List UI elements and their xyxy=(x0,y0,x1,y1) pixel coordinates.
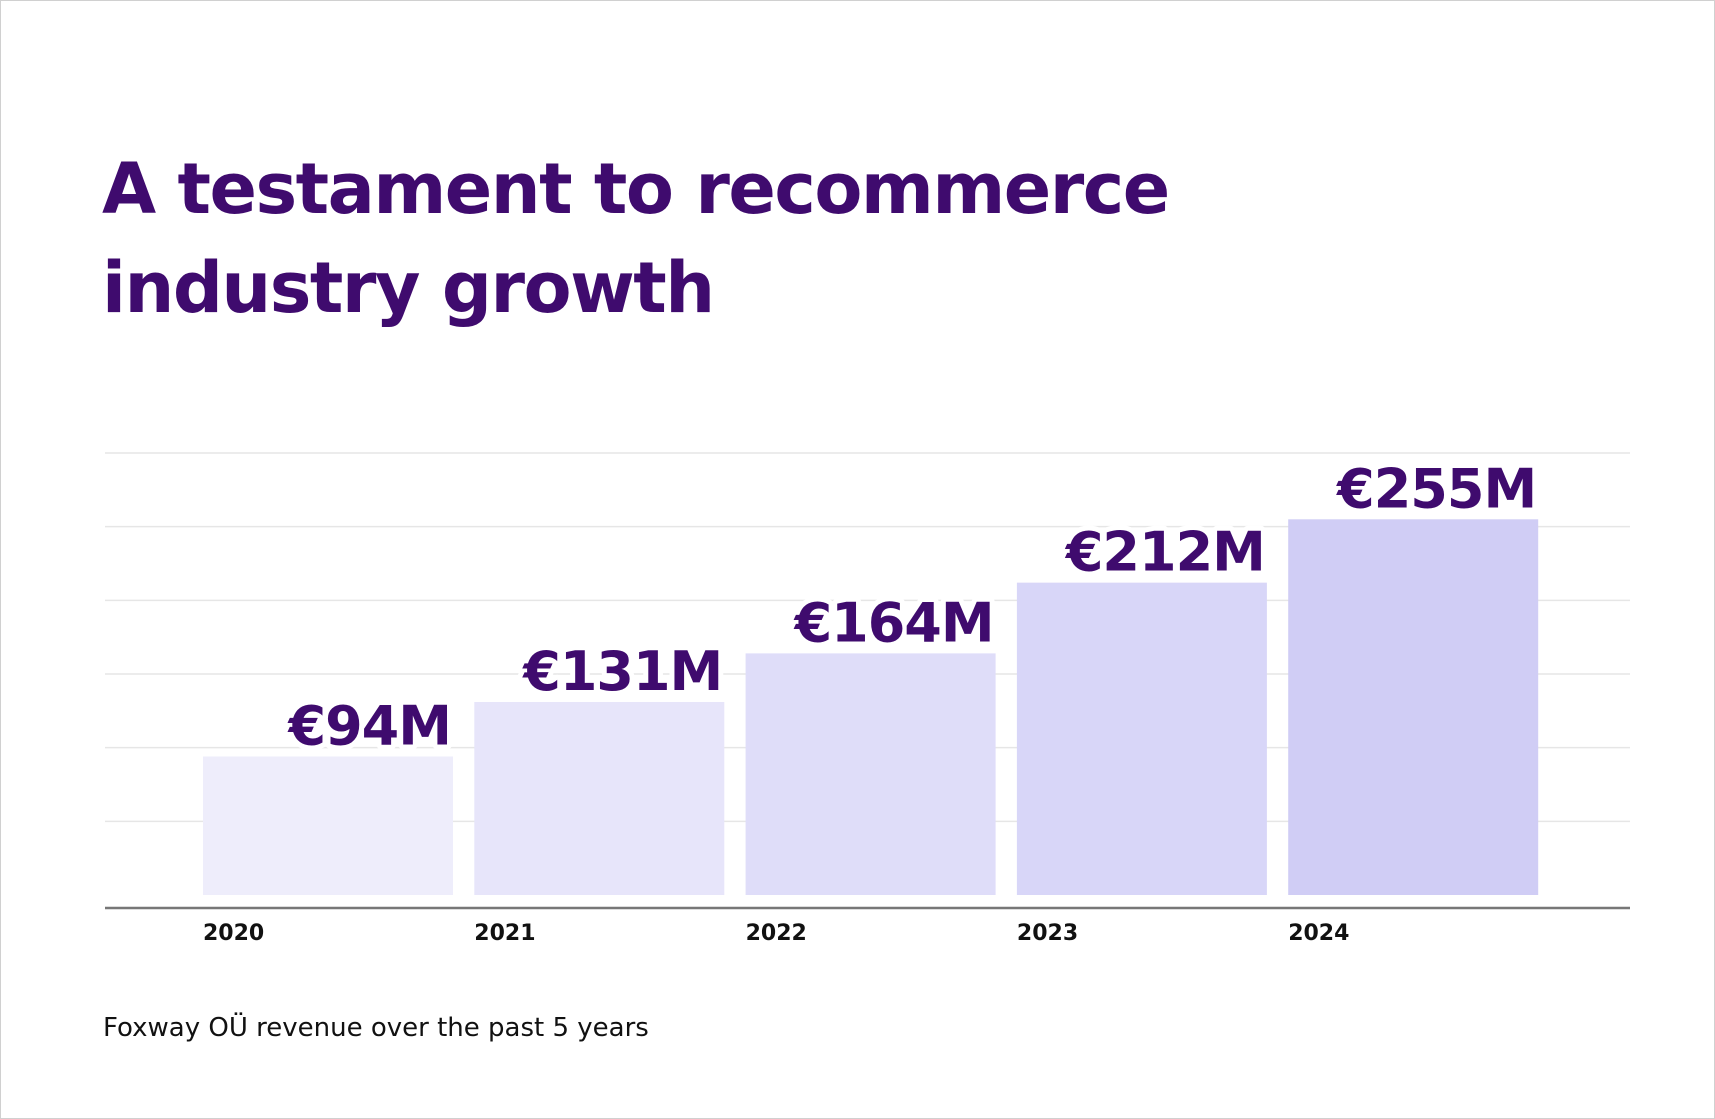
title-line: industry growth xyxy=(102,247,714,329)
x-tick-label: 2021 xyxy=(474,921,535,946)
value-label: €255M xyxy=(1335,457,1536,520)
bar xyxy=(203,756,453,895)
bar xyxy=(474,701,725,895)
bar xyxy=(745,653,996,895)
x-tick-label: 2023 xyxy=(1017,921,1078,946)
value-label: €94M xyxy=(287,695,451,758)
chart-title: A testament to recommerce industry growth xyxy=(102,148,1169,329)
title-line: A testament to recommerce xyxy=(102,148,1169,230)
value-label: €164M xyxy=(793,591,994,654)
x-tick-label: 2024 xyxy=(1288,921,1349,946)
value-label: €131M xyxy=(521,640,722,703)
x-tick-label: 2022 xyxy=(746,921,807,946)
caption: Foxway OÜ revenue over the past 5 years xyxy=(103,1011,649,1043)
bar xyxy=(1016,582,1267,895)
x-tick-label: 2020 xyxy=(203,921,264,946)
bar xyxy=(1288,519,1539,895)
value-label: €212M xyxy=(1064,521,1265,584)
